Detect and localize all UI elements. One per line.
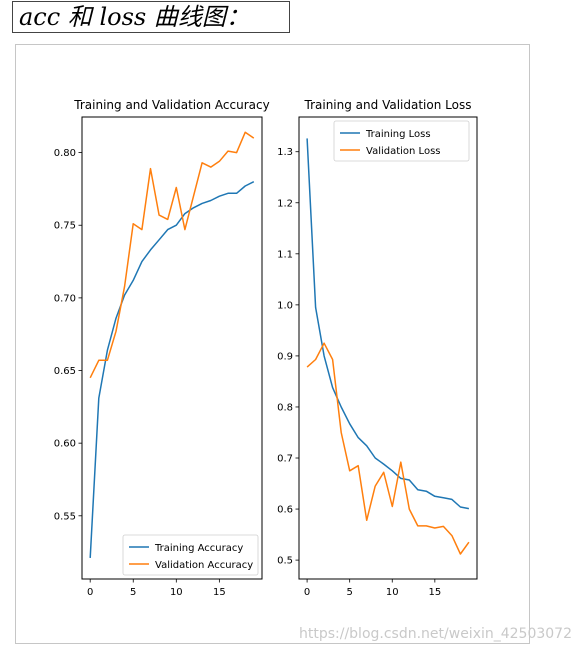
acc-y-tick-label: 0.65: [54, 366, 76, 377]
loss-y-tick-label: 0.9: [277, 351, 293, 362]
acc-x-tick-label: 5: [130, 587, 136, 598]
acc-training-line: [89, 181, 255, 558]
acc-legend-box: [122, 534, 259, 576]
charts-svg: Training and Validation Accuracy0.550.60…: [54, 98, 478, 598]
acc-chart-title: Training and Validation Accuracy: [73, 98, 269, 112]
loss-chart-title: Training and Validation Loss: [304, 98, 472, 112]
loss-y-tick-label: 1.0: [277, 300, 293, 311]
header-box: acc 和 loss 曲线图：: [12, 1, 290, 33]
loss-y-tick-label: 1.1: [277, 249, 293, 260]
loss-x-tick-label: 0: [304, 587, 310, 598]
acc-legend-label: Validation Accuracy: [155, 560, 253, 571]
acc-legend-label: Training Accuracy: [154, 543, 243, 554]
loss-y-tick-label: 0.5: [277, 556, 293, 567]
acc-x-tick-label: 15: [213, 587, 226, 598]
acc-plot-frame: [81, 116, 263, 580]
acc-x-tick-label: 0: [87, 587, 93, 598]
loss-legend-box: [333, 120, 470, 162]
figure-frame: Training and Validation Accuracy 0.55 0.60…: [15, 44, 530, 644]
acc-y-tick-label: 0.75: [54, 221, 76, 232]
acc-y-tick-label: 0.80: [54, 148, 76, 159]
loss-y-tick-label: 1.2: [277, 198, 293, 209]
loss-legend-label: Training Loss: [365, 129, 431, 140]
header-title: acc 和 loss 曲线图：: [19, 3, 250, 31]
loss-legend-label: Validation Loss: [366, 146, 441, 157]
watermark: https://blog.csdn.net/weixin_42503072: [298, 626, 572, 642]
loss-training-line: [306, 138, 470, 510]
loss-y-tick-label: 1.3: [277, 147, 293, 158]
loss-y-tick-label: 0.7: [277, 454, 293, 465]
acc-y-tick-label: 0.60: [54, 439, 76, 450]
loss-y-tick-label: 0.8: [277, 402, 293, 413]
acc-y-tick-label: 0.55: [54, 511, 76, 522]
loss-x-tick-label: 10: [386, 587, 399, 598]
loss-x-tick-label: 5: [346, 587, 352, 598]
acc-y-tick-label: 0.70: [54, 293, 76, 304]
acc-x-tick-label: 10: [170, 587, 183, 598]
loss-y-tick-label: 0.6: [277, 505, 293, 516]
loss-validation-line: [306, 342, 470, 555]
loss-x-tick-label: 15: [428, 587, 441, 598]
loss-plot-frame: [298, 116, 478, 580]
acc-validation-line: [89, 131, 255, 379]
